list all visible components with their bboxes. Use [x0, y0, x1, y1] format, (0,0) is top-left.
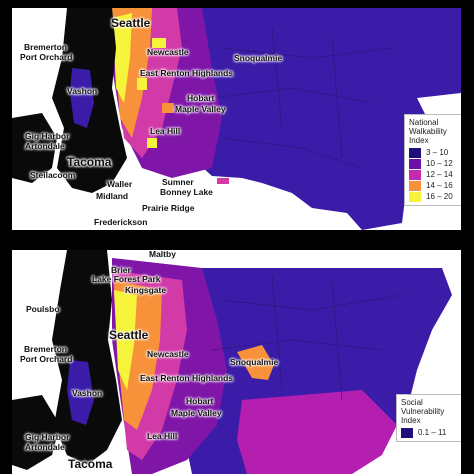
legend-row: 3 – 10: [409, 147, 459, 158]
legend-label: 0.1 – 11: [418, 428, 447, 437]
place-label-tacoma: Tacoma: [67, 155, 112, 169]
legend-title-line2: Vulnerability: [401, 407, 445, 416]
legend-row: 10 – 12: [409, 158, 459, 169]
legend-swatch: [409, 191, 421, 202]
legend-swatch: [409, 158, 421, 169]
west-land-mass: [52, 250, 122, 465]
place-label-hobart: Hobart: [186, 396, 214, 406]
patch: [152, 38, 166, 48]
snoqualmie-patch: [237, 345, 274, 380]
legend-title-line1: Social: [401, 398, 423, 407]
place-label-gig-harbor: Gig Harbor: [25, 432, 70, 442]
legend-title-line2: Walkability: [409, 127, 447, 136]
place-label-lea-hill: Lea Hill: [147, 431, 178, 441]
region-south-high: [237, 390, 397, 474]
urban-core-highest: [112, 13, 132, 103]
place-label-gig-harbor: Gig Harbor: [25, 131, 70, 141]
place-label-snoqualmie: Snoqualmie: [230, 357, 279, 367]
place-label-port-orchard: Port Orchard: [20, 52, 73, 62]
walkability-map-panel: Seattle Bremerton Port Orchard Newcastle…: [12, 8, 461, 230]
place-label-sumner: Sumner: [162, 177, 194, 187]
place-label-prairie-ridge: Prairie Ridge: [142, 203, 195, 213]
place-label-artondale: Artondale: [25, 442, 65, 452]
patch: [162, 103, 174, 113]
place-label-newcastle: Newcastle: [147, 47, 189, 57]
place-label-steilacoom: Steilacoom: [30, 170, 76, 180]
place-label-east-renton: East Renton Highlands: [140, 68, 234, 78]
vashon-island: [67, 360, 94, 425]
place-label-tacoma: Tacoma: [68, 457, 113, 471]
legend-swatch: [401, 427, 413, 438]
place-label-snoqualmie: Snoqualmie: [234, 53, 283, 63]
place-label-seattle: Seattle: [111, 16, 151, 30]
legend-swatch: [409, 147, 421, 158]
legend-label: 3 – 10: [426, 148, 449, 157]
patch: [217, 178, 229, 184]
walkability-map: [12, 8, 461, 230]
place-label-hobart: Hobart: [187, 93, 215, 103]
place-label-poulsbo: Poulsbo: [26, 304, 60, 314]
place-label-seattle: Seattle: [109, 328, 149, 342]
place-label-lea-hill: Lea Hill: [150, 126, 181, 136]
place-label-bremerton: Bremerton: [24, 344, 67, 354]
place-label-bonney-lake: Bonney Lake: [160, 187, 213, 197]
legend-swatch: [409, 180, 421, 191]
legend-row: 12 – 14: [409, 169, 459, 180]
place-label-maple-valley: Maple Valley: [175, 104, 226, 114]
vashon-island: [70, 68, 94, 128]
place-label-east-renton: East Renton Highlands: [140, 373, 234, 383]
place-label-artondale: Artondale: [25, 141, 65, 151]
patch: [147, 138, 157, 148]
svi-map-panel: Poulsbo Maltby Brier Lake Forest Park Ki…: [12, 250, 461, 474]
place-label-newcastle: Newcastle: [147, 349, 189, 359]
legend-title-line3: Index: [409, 136, 429, 145]
place-label-bremerton: Bremerton: [24, 42, 67, 52]
walkability-legend: National Walkability Index 3 – 10 10 – 12…: [404, 114, 461, 206]
legend-label: 14 – 16: [426, 181, 453, 190]
county-region-east: [192, 8, 461, 230]
west-land-mass-2: [12, 395, 60, 470]
legend-title-line1: National: [409, 118, 439, 127]
place-label-kingsgate: Kingsgate: [125, 285, 167, 295]
legend-items: 3 – 10 10 – 12 12 – 14 14 – 16 16 – 20: [409, 147, 459, 202]
svi-legend: Social Vulnerability Index 0.1 – 11: [396, 394, 461, 442]
place-label-lake-forest-park: Lake Forest Park: [92, 274, 161, 284]
district-lines: [211, 27, 393, 169]
legend-swatch: [409, 169, 421, 180]
legend-row: 0.1 – 11: [401, 427, 459, 438]
svi-map: [12, 250, 452, 474]
west-land-mass-2: [12, 113, 57, 183]
legend-title-line3: Index: [401, 416, 421, 425]
legend-label: 16 – 20: [426, 192, 453, 201]
patch: [137, 78, 147, 90]
urban-core-highest: [114, 290, 137, 390]
place-label-vashon: Vashon: [72, 388, 103, 398]
legend-items: 0.1 – 11: [401, 427, 459, 438]
legend-label: 10 – 12: [426, 159, 453, 168]
place-label-port-orchard: Port Orchard: [20, 354, 73, 364]
legend-label: 12 – 14: [426, 170, 453, 179]
place-label-brier: Brier: [111, 265, 131, 275]
place-label-frederickson: Frederickson: [94, 217, 148, 227]
place-label-midland: Midland: [96, 191, 129, 201]
place-label-maple-valley: Maple Valley: [171, 408, 222, 418]
legend-row: 16 – 20: [409, 191, 459, 202]
district-lines: [211, 274, 403, 401]
place-label-maltby: Maltby: [149, 250, 176, 259]
place-label-vashon: Vashon: [67, 86, 98, 96]
legend-row: 14 – 16: [409, 180, 459, 191]
place-label-waller: Waller: [107, 179, 133, 189]
